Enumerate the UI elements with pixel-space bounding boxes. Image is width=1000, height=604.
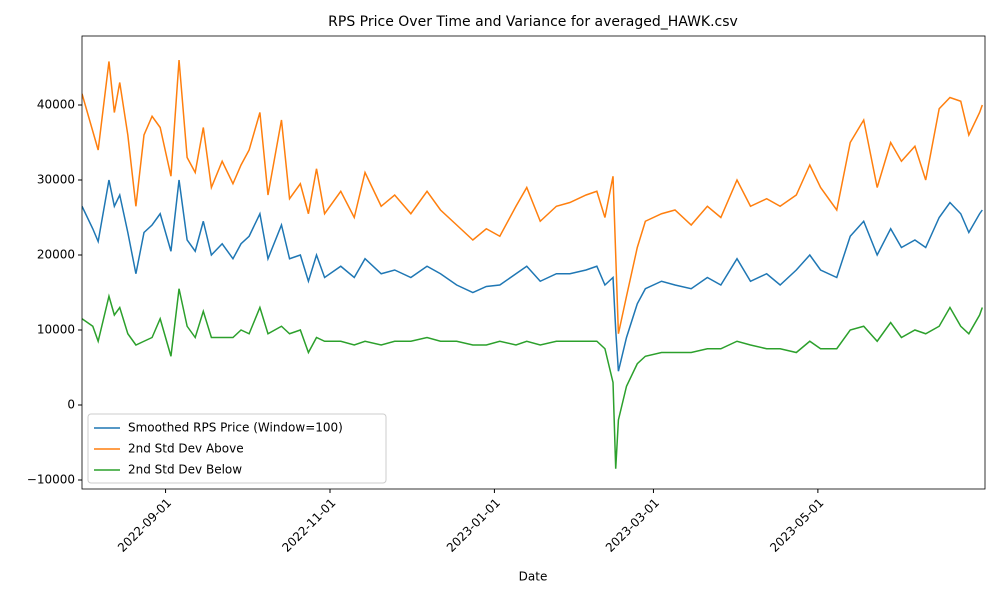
legend-label: Smoothed RPS Price (Window=100) <box>128 421 343 435</box>
x-tick-label: 2023-01-01 <box>444 496 503 555</box>
y-tick-label: 30000 <box>37 173 75 187</box>
y-tick-label: 0 <box>67 398 75 412</box>
legend-label: 2nd Std Dev Above <box>128 442 244 456</box>
legend-label: 2nd Std Dev Below <box>128 463 242 477</box>
series-line <box>82 288 984 469</box>
x-tick-label: 2023-03-01 <box>603 496 662 555</box>
chart-title: RPS Price Over Time and Variance for ave… <box>328 14 738 30</box>
series-line <box>82 179 983 372</box>
legend-box <box>87 413 387 484</box>
x-axis-label: Date <box>519 570 548 584</box>
series-line <box>82 59 984 334</box>
y-tick-label: −10000 <box>27 473 75 487</box>
y-tick-label: 10000 <box>37 323 75 337</box>
y-tick-label: 20000 <box>37 248 75 262</box>
x-tick-label: 2022-11-01 <box>279 496 338 555</box>
x-tick-label: 2023-05-01 <box>767 496 826 555</box>
x-tick-label: 2022-09-01 <box>115 496 174 555</box>
y-tick-label: 40000 <box>37 98 75 112</box>
plot-frame <box>81 35 986 490</box>
